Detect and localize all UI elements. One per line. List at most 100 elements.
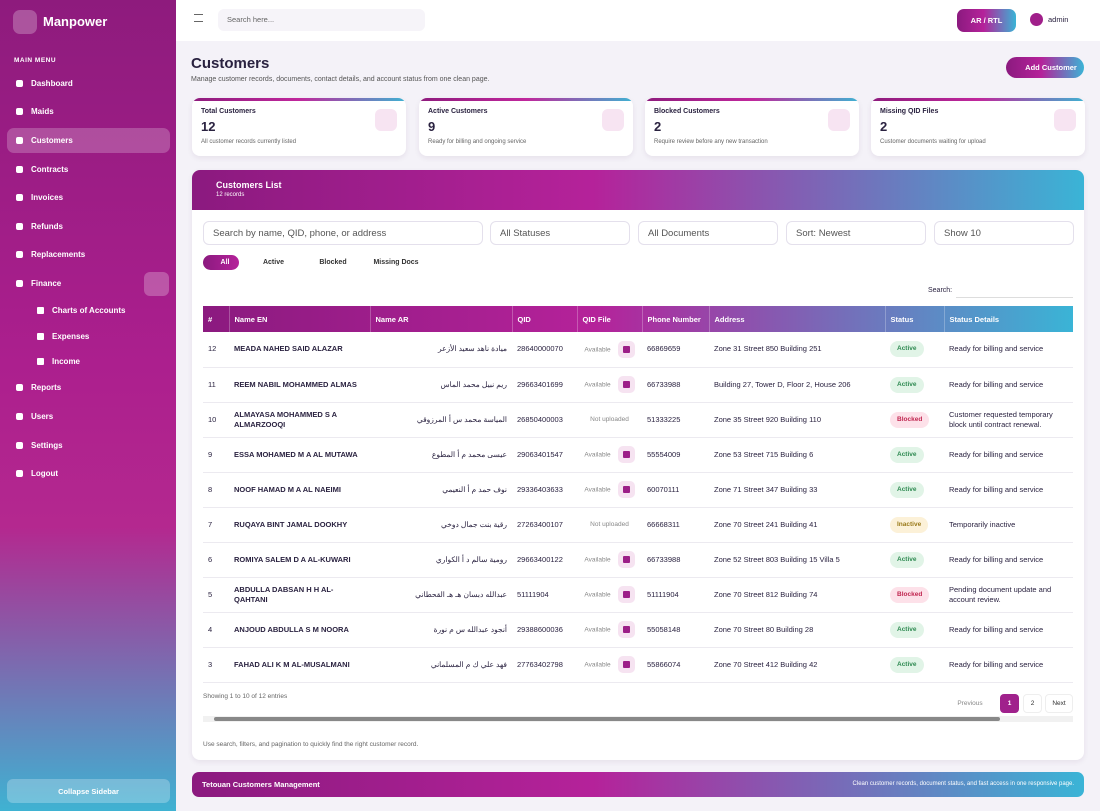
cell-text: 8	[208, 484, 213, 494]
table-info: Showing 1 to 10 of 12 entries	[203, 693, 288, 700]
filter-chip[interactable]: Missing Docs	[373, 259, 419, 266]
topbar: Search here... AR / RTL admin	[176, 0, 1100, 41]
cell-text: Temporarily inactive	[949, 519, 1016, 529]
nav-item[interactable]: Finance	[7, 271, 170, 296]
menu-button[interactable]	[194, 14, 203, 22]
nav-item[interactable]: Refunds	[7, 214, 170, 239]
lang-button[interactable]: AR / RTL	[957, 9, 1016, 32]
download-button[interactable]	[617, 621, 635, 638]
collapse-sidebar[interactable]: Collapse Sidebar	[7, 779, 170, 803]
column-header[interactable]: #	[203, 306, 230, 332]
nav-icon	[16, 194, 23, 201]
nav-label: Settings	[31, 441, 63, 450]
cell: 66733988	[642, 542, 709, 578]
stat-value: 12	[201, 119, 216, 134]
column-header[interactable]: Address	[709, 306, 886, 332]
filter-select[interactable]: Sort: Newest	[786, 221, 926, 245]
filter-chip[interactable]: Active	[262, 259, 284, 266]
cell: Zone 70 Street 812 Building 74	[709, 577, 885, 613]
cell-text: Building 27, Tower D, Floor 2, House 206	[714, 379, 851, 389]
panel-count: 12 records	[216, 192, 245, 198]
download-button[interactable]	[617, 551, 635, 568]
nav-item[interactable]: Dashboard	[7, 71, 170, 96]
nav-item[interactable]: Replacements	[7, 242, 170, 267]
cell: 12	[203, 332, 229, 368]
cell-text: المياسة محمد س أ المرزوقي	[416, 414, 507, 424]
column-header[interactable]: Status	[885, 306, 945, 332]
page-button[interactable]: 2	[1023, 694, 1042, 713]
nav-label: Charts of Accounts	[52, 305, 126, 315]
qid-file-status: Available	[584, 626, 611, 634]
column-header[interactable]: Name AR	[370, 306, 513, 332]
user-menu[interactable]: admin	[1048, 15, 1069, 24]
status-badge: Active	[890, 621, 924, 638]
page-button[interactable]: Previous	[957, 700, 983, 707]
page-button[interactable]: Next	[1045, 694, 1073, 713]
cell-text: RUQAYA BINT JAMAL DOOKHY	[234, 519, 348, 529]
nav-icon	[16, 251, 23, 258]
nav-label: Maids	[31, 107, 54, 116]
search-input[interactable]: Search here...	[218, 9, 425, 31]
cell-text: Ready for billing and service	[949, 449, 1044, 459]
cell: فهد علي ك م المسلماني	[370, 647, 512, 683]
filter-select[interactable]: All Documents	[638, 221, 778, 245]
scrollbar-thumb[interactable]	[214, 717, 1000, 721]
nav-item[interactable]: Settings	[7, 433, 170, 458]
nav-icon	[16, 280, 23, 287]
column-header[interactable]: QID	[512, 306, 578, 332]
subnav-item[interactable]: Charts of Accounts	[28, 300, 168, 320]
cell: عيسى محمد م أ المطوع	[370, 437, 512, 473]
download-button[interactable]	[617, 446, 635, 463]
subnav-item[interactable]: Income	[28, 351, 168, 371]
column-header[interactable]: Status Details	[944, 306, 1073, 332]
cell: ALMAYASA MOHAMMED S A ALMARZOOQI	[229, 402, 370, 438]
cell: ريم نبيل محمد الماس	[370, 367, 512, 403]
cell: Zone 52 Street 803 Building 15 Villa 5	[709, 542, 885, 578]
filter-chip[interactable]: Blocked	[319, 259, 347, 266]
download-button[interactable]	[617, 376, 635, 393]
stat-value: 2	[654, 119, 662, 134]
stat-icon	[602, 109, 624, 131]
cell-text: 9	[208, 449, 213, 459]
cell-text: Zone 31 Street 850 Building 251	[714, 344, 822, 354]
column-header[interactable]: Phone Number	[642, 306, 710, 332]
cell-text: ESSA MOHAMED M A AL MUTAWA	[234, 449, 358, 459]
qid-file-status: Available	[584, 381, 611, 389]
collapse-toggle[interactable]	[144, 272, 169, 296]
download-button[interactable]	[617, 481, 635, 498]
filter-select[interactable]: Show 10	[934, 221, 1074, 245]
download-button[interactable]	[617, 340, 635, 358]
cell: 55554009	[642, 437, 709, 473]
nav-item[interactable]: Contracts	[7, 157, 170, 182]
nav-item[interactable]: Reports	[7, 375, 170, 400]
download-button[interactable]	[617, 586, 635, 603]
cell-text: ميادة ناهد سعيد الأزعر	[437, 344, 507, 354]
cell: Zone 35 Street 920 Building 110	[709, 402, 885, 438]
table-search-input[interactable]	[956, 280, 1073, 298]
column-header[interactable]: Name EN	[229, 306, 371, 332]
cell-text: 55554009	[647, 449, 681, 459]
add-button[interactable]: Add Customer	[1006, 57, 1084, 78]
page-button[interactable]: 1	[1000, 694, 1019, 713]
nav-item[interactable]: Customers	[7, 128, 170, 153]
stat-label: Missing QID Files	[880, 108, 939, 115]
nav-item[interactable]: Logout	[7, 461, 170, 486]
column-header[interactable]: QID File	[577, 306, 643, 332]
filter-select[interactable]: All Statuses	[490, 221, 630, 245]
cell-text: 66733988	[647, 379, 681, 389]
cell-text: ROMIYA SALEM D A AL-KUWARI	[234, 554, 351, 564]
subnav-item[interactable]: Expenses	[28, 326, 168, 346]
filter-chip[interactable]: All	[203, 255, 239, 270]
cell-text: FAHAD ALI K M AL-MUSALMANI	[234, 659, 350, 669]
status-badge: Active	[890, 341, 924, 358]
nav-item[interactable]: Invoices	[7, 185, 170, 210]
qid-file-status: Not uploaded	[590, 416, 629, 423]
nav-item[interactable]: Users	[7, 404, 170, 429]
download-button[interactable]	[617, 656, 635, 673]
footer-left: Tetouan Customers Management	[202, 780, 320, 789]
nav-item[interactable]: Maids	[7, 99, 170, 124]
cell: Active	[885, 332, 944, 368]
cell-text: Zone 70 Street 812 Building 74	[714, 589, 818, 599]
cell-text: NOOF HAMAD M A AL NAEIMI	[234, 484, 341, 494]
search-input[interactable]: Search by name, QID, phone, or address	[203, 221, 483, 245]
